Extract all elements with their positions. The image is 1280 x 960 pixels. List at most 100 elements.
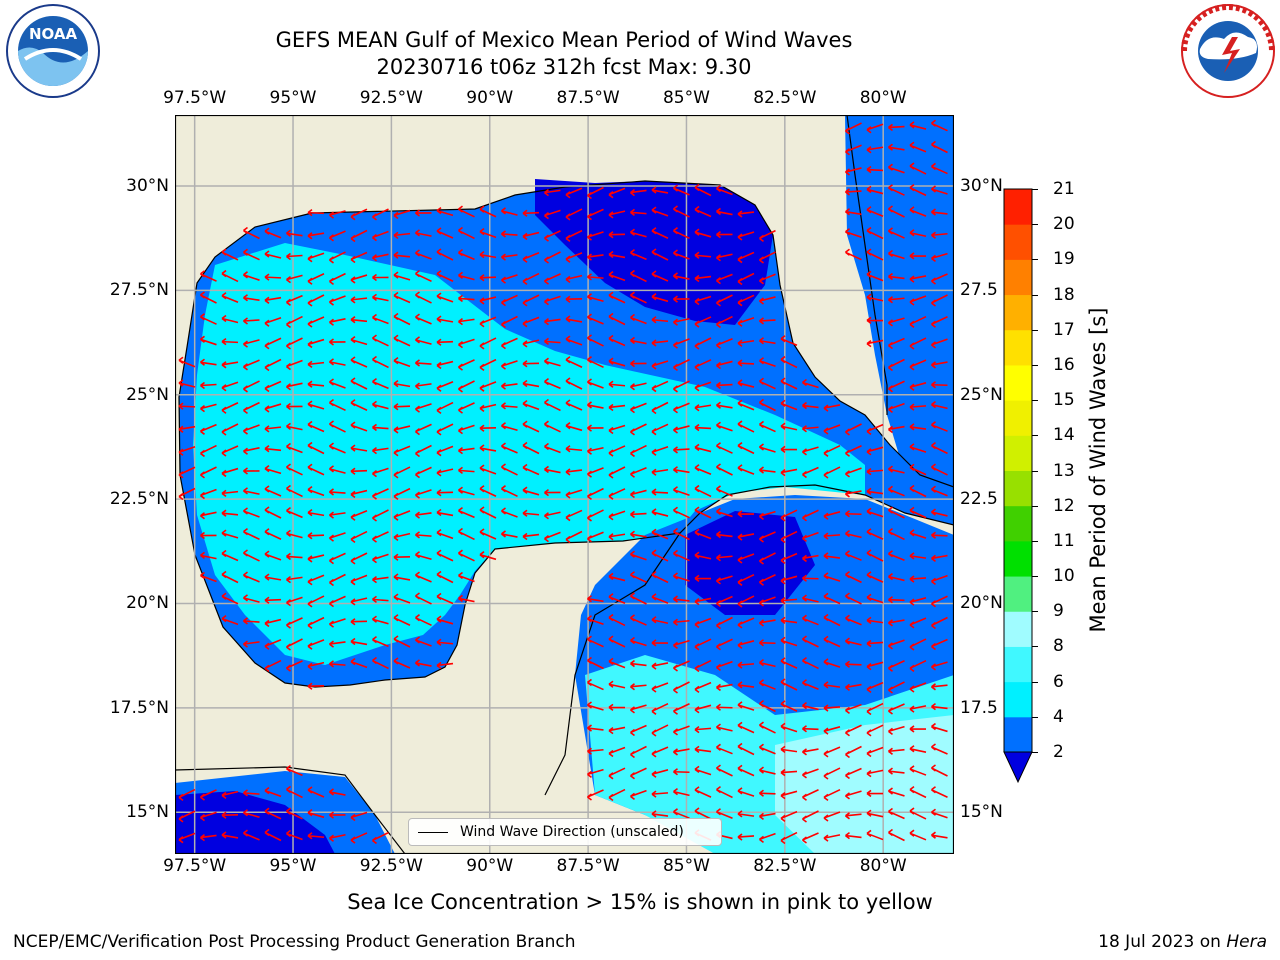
wave-direction-arrow xyxy=(243,424,260,435)
legend-label: Wind Wave Direction (unscaled) xyxy=(460,824,684,840)
wind-wave-arrows xyxy=(178,119,948,845)
wave-direction-arrow xyxy=(200,358,217,366)
colorbar-cell xyxy=(1004,364,1032,401)
wave-direction-arrow xyxy=(393,425,411,434)
wave-direction-arrow xyxy=(178,379,196,388)
wave-direction-arrow xyxy=(372,293,389,302)
wave-direction-arrow xyxy=(479,551,497,561)
wave-direction-arrow xyxy=(651,423,669,436)
wave-direction-arrow xyxy=(716,360,733,370)
wave-direction-arrow xyxy=(436,528,454,540)
colorbar-tick-label: 15 xyxy=(1053,390,1075,411)
wave-direction-arrow xyxy=(673,184,690,196)
colorbar-tick-label: 21 xyxy=(1053,179,1075,199)
wave-direction-arrow xyxy=(243,401,260,414)
wave-direction-arrow xyxy=(608,593,626,605)
wave-direction-arrow xyxy=(479,381,497,392)
colorbar-tick-label: 18 xyxy=(1053,284,1075,305)
colorbar-tick-label: 4 xyxy=(1053,706,1064,727)
wave-direction-arrow xyxy=(716,616,733,630)
lon-tick-bottom: 95°W xyxy=(269,856,317,876)
wave-direction-arrow xyxy=(737,742,755,756)
wave-direction-arrow xyxy=(372,273,389,282)
lon-tick-top: 95°W xyxy=(269,88,317,108)
wave-direction-arrow xyxy=(716,463,733,476)
wave-direction-arrow xyxy=(243,809,260,818)
wave-direction-arrow xyxy=(350,467,368,475)
wave-direction-arrow xyxy=(587,334,604,347)
wave-direction-arrow xyxy=(264,464,282,475)
wave-direction-arrow xyxy=(909,359,927,371)
wave-band-4-6 xyxy=(193,243,865,665)
colorbar-tick-mark xyxy=(1032,364,1038,366)
wave-direction-arrow xyxy=(845,144,862,156)
wave-direction-arrow xyxy=(479,316,497,328)
wave-direction-arrow xyxy=(178,402,196,410)
wave-direction-arrow xyxy=(888,272,905,281)
wave-direction-arrow xyxy=(845,167,862,176)
wave-direction-arrow xyxy=(802,531,819,543)
wave-direction-arrow xyxy=(178,445,196,456)
wave-direction-arrow xyxy=(931,786,948,798)
wave-direction-arrow xyxy=(501,315,518,329)
wave-direction-arrow xyxy=(307,294,325,307)
wave-direction-arrow xyxy=(823,424,841,435)
colorbar-tick-mark xyxy=(1032,540,1038,542)
wave-direction-arrow xyxy=(888,425,905,434)
wave-direction-arrow xyxy=(931,531,948,539)
wave-direction-arrow xyxy=(587,378,604,389)
wave-direction-arrow xyxy=(888,639,905,650)
wave-direction-arrow xyxy=(802,378,819,389)
wave-direction-arrow xyxy=(372,446,389,455)
wave-direction-arrow xyxy=(716,554,733,562)
colorbar-cell xyxy=(1004,681,1032,718)
wave-direction-arrow xyxy=(780,552,798,565)
wave-direction-arrow xyxy=(221,489,239,498)
wave-direction-arrow xyxy=(608,510,626,521)
wave-direction-arrow xyxy=(458,380,475,393)
wave-direction-arrow xyxy=(759,699,776,713)
wave-direction-arrow xyxy=(522,360,540,368)
wave-direction-arrow xyxy=(630,248,647,261)
wave-direction-arrow xyxy=(479,358,497,372)
wave-direction-arrow xyxy=(243,571,260,583)
wave-direction-arrow xyxy=(759,721,776,734)
wave-direction-arrow xyxy=(737,833,755,841)
wave-direction-arrow xyxy=(286,382,303,391)
wave-direction-arrow xyxy=(866,746,884,758)
lat-tick-left: 22.5°N xyxy=(109,489,169,510)
wave-direction-arrow xyxy=(780,468,798,477)
wave-direction-arrow xyxy=(221,381,239,392)
wave-direction-arrow xyxy=(544,488,561,497)
wave-direction-arrow xyxy=(866,724,884,737)
wave-direction-arrow xyxy=(587,401,604,409)
wave-direction-arrow xyxy=(888,828,905,842)
wave-direction-arrow xyxy=(651,339,669,347)
wave-direction-arrow xyxy=(522,231,540,241)
wave-direction-arrow xyxy=(372,656,389,670)
wave-direction-arrow xyxy=(780,790,798,800)
wave-direction-arrow xyxy=(479,205,497,218)
wave-direction-arrow xyxy=(286,422,303,431)
wave-direction-arrow xyxy=(651,316,669,324)
wave-direction-arrow xyxy=(329,338,346,346)
wave-direction-arrow xyxy=(909,807,927,820)
wave-direction-arrow xyxy=(737,464,755,475)
wave-direction-arrow xyxy=(264,528,282,540)
wave-direction-arrow xyxy=(759,531,776,543)
wave-direction-arrow xyxy=(737,251,755,264)
wave-direction-arrow xyxy=(436,381,454,392)
wave-direction-arrow xyxy=(307,532,325,540)
wave-direction-arrow xyxy=(458,446,475,455)
wave-direction-arrow xyxy=(737,231,755,241)
wave-direction-arrow xyxy=(651,662,669,670)
lon-tick-top: 90°W xyxy=(466,88,514,108)
wave-direction-arrow xyxy=(200,381,217,390)
wave-direction-arrow xyxy=(866,293,884,302)
wave-direction-arrow xyxy=(436,292,454,303)
wave-direction-arrow xyxy=(608,657,626,669)
wave-direction-arrow xyxy=(888,660,905,672)
wave-direction-arrow xyxy=(694,659,712,673)
wave-direction-arrow xyxy=(780,700,798,712)
wave-direction-arrow xyxy=(608,572,626,582)
